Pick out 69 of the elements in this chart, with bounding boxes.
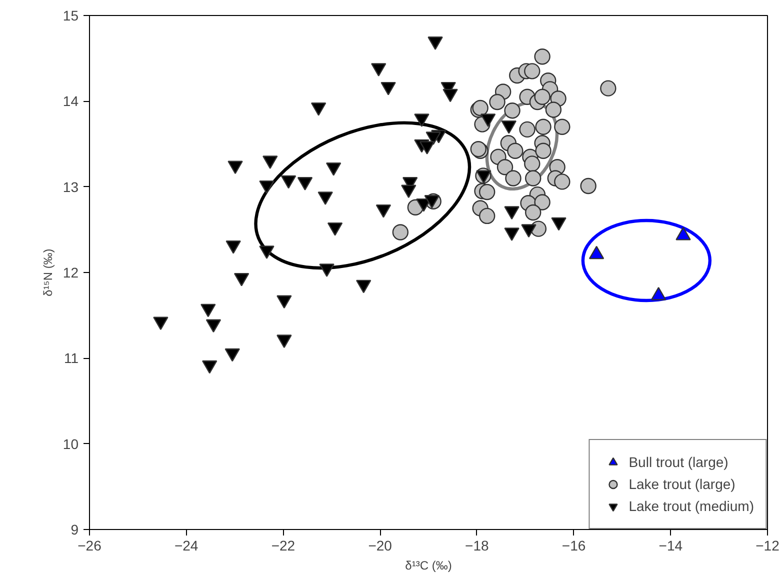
point bbox=[504, 206, 520, 220]
point bbox=[276, 295, 292, 309]
point bbox=[318, 192, 333, 205]
point bbox=[276, 334, 292, 348]
y-tick-label: 9 bbox=[70, 522, 79, 538]
y-tick-label: 14 bbox=[62, 93, 79, 110]
point bbox=[505, 170, 522, 186]
point bbox=[319, 264, 334, 277]
point bbox=[259, 180, 274, 194]
x-tick-label: −18 bbox=[465, 538, 490, 554]
point bbox=[504, 228, 520, 241]
point bbox=[280, 175, 296, 189]
y-tick-label: 13 bbox=[62, 178, 79, 195]
legend-label: Bull trout (large) bbox=[628, 454, 728, 470]
point bbox=[545, 102, 562, 118]
point bbox=[554, 174, 570, 190]
point bbox=[153, 316, 168, 330]
point bbox=[534, 48, 550, 65]
point bbox=[401, 184, 416, 198]
point bbox=[326, 162, 342, 176]
point bbox=[519, 121, 536, 138]
point bbox=[507, 142, 524, 159]
point bbox=[535, 142, 552, 159]
y-axis-title: δ¹⁵N (‰) bbox=[40, 248, 55, 296]
x-tick-label: −22 bbox=[271, 538, 296, 554]
x-tick-label: −14 bbox=[658, 538, 683, 554]
point bbox=[200, 304, 216, 318]
point bbox=[259, 246, 274, 259]
point bbox=[202, 360, 218, 374]
point bbox=[524, 156, 540, 172]
y-tick-label: 11 bbox=[64, 350, 79, 366]
point bbox=[554, 118, 570, 135]
y-tick-label: 10 bbox=[62, 436, 79, 452]
point bbox=[376, 204, 392, 218]
x-tick-label: −16 bbox=[562, 538, 586, 554]
point bbox=[479, 184, 496, 200]
point bbox=[392, 224, 409, 240]
x-tick-label: −26 bbox=[78, 538, 102, 554]
point bbox=[525, 204, 542, 221]
point bbox=[521, 224, 536, 238]
x-axis-title: δ¹³C (‰) bbox=[405, 558, 452, 572]
point bbox=[356, 280, 372, 294]
x-tick-label: −12 bbox=[756, 538, 780, 554]
legend-label: Lake trout (large) bbox=[628, 476, 736, 492]
point bbox=[534, 194, 550, 210]
point bbox=[551, 217, 566, 231]
point bbox=[297, 177, 313, 190]
point bbox=[224, 348, 240, 362]
point bbox=[580, 178, 596, 194]
legend-label: Lake trout (medium) bbox=[628, 498, 754, 514]
point bbox=[489, 94, 506, 110]
point bbox=[206, 319, 222, 333]
point bbox=[234, 273, 250, 286]
point bbox=[534, 88, 550, 105]
point bbox=[228, 160, 243, 174]
point bbox=[525, 170, 542, 186]
y-tick-label: 12 bbox=[62, 264, 79, 280]
point bbox=[524, 63, 540, 80]
point bbox=[479, 208, 496, 224]
point bbox=[504, 102, 520, 119]
point bbox=[535, 118, 552, 135]
point bbox=[600, 80, 616, 96]
point bbox=[226, 240, 241, 254]
x-tick-label: −20 bbox=[368, 538, 392, 554]
point bbox=[496, 159, 514, 176]
point bbox=[327, 222, 343, 236]
point bbox=[262, 156, 278, 169]
y-tick-label: 15 bbox=[62, 8, 79, 24]
x-tick-label: −24 bbox=[174, 538, 198, 554]
